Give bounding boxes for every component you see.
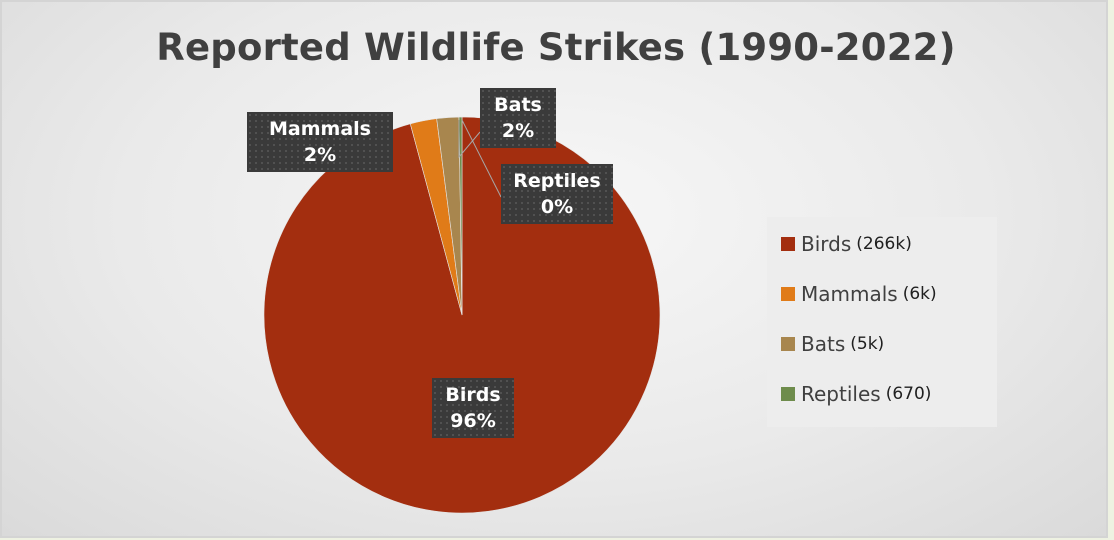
legend-swatch bbox=[781, 387, 795, 401]
data-label-name: Birds bbox=[445, 384, 501, 406]
legend-series-count: (5k) bbox=[850, 334, 885, 354]
leader-line-bats bbox=[458, 120, 481, 159]
legend-series-count: (6k) bbox=[902, 284, 937, 304]
legend-item-birds: Birds (266k) bbox=[781, 229, 912, 259]
data-label-name: Bats bbox=[494, 94, 542, 116]
legend-item-reptiles: Reptiles (670) bbox=[781, 379, 931, 409]
data-label-percent: 96% bbox=[450, 410, 496, 432]
data-label-bats: Bats 2% bbox=[480, 88, 556, 148]
data-label-mammals: Mammals 2% bbox=[247, 112, 393, 172]
legend-swatch bbox=[781, 287, 795, 301]
leader-line-reptiles bbox=[461, 119, 502, 198]
data-label-name: Mammals bbox=[269, 118, 371, 140]
data-label-percent: 2% bbox=[303, 144, 337, 166]
legend-series-count: (266k) bbox=[856, 234, 912, 254]
chart-title: Reported Wildlife Strikes (1990-2022) bbox=[156, 26, 956, 69]
legend-series-name: Mammals bbox=[801, 282, 898, 306]
data-label-percent: 2% bbox=[501, 120, 535, 142]
legend-item-bats: Bats (5k) bbox=[781, 329, 884, 359]
legend-series-name: Bats bbox=[801, 332, 846, 356]
legend-series-name: Birds bbox=[801, 232, 852, 256]
legend-swatch bbox=[781, 337, 795, 351]
data-label-name: Reptiles bbox=[513, 170, 601, 192]
chart-legend: Birds (266k) Mammals (6k) Bats (5k) Rept… bbox=[767, 217, 997, 427]
legend-series-name: Reptiles bbox=[801, 382, 881, 406]
legend-item-mammals: Mammals (6k) bbox=[781, 279, 937, 309]
legend-series-count: (670) bbox=[885, 384, 932, 404]
pie-slice-reptiles bbox=[458, 116, 463, 316]
data-label-percent: 0% bbox=[540, 196, 574, 218]
data-label-birds: Birds 96% bbox=[432, 378, 514, 438]
legend-swatch bbox=[781, 237, 795, 251]
data-label-reptiles: Reptiles 0% bbox=[501, 164, 613, 224]
